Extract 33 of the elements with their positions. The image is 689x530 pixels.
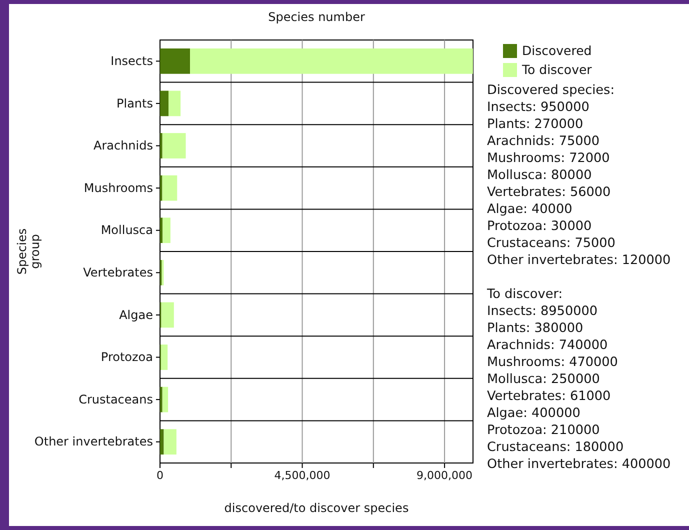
text: Discovered species: Insects: 950000 Plants: 270000 Arachnids: 75000 Mushrooms: 72000 Mollusca: 80000 Vertebrates: 56000 Algae: 40000 Protozoa: 30000 Crustaceans: 75000 Other invertebrates: 120000 <box>487 83 671 268</box>
bar <box>162 218 170 244</box>
x-tick-label: 4,500,000 <box>274 468 330 482</box>
legend-label: Discovered <box>522 43 592 58</box>
bar <box>162 386 168 412</box>
y-tick-label: Plants <box>116 96 153 110</box>
legend-label: To discover <box>521 62 593 77</box>
bar <box>190 48 473 74</box>
y-tick-label: Arachnids <box>93 138 153 153</box>
bar <box>162 175 178 201</box>
y-tick-label: Vertebrates <box>83 265 153 280</box>
x-tick-label: 0 <box>156 468 164 482</box>
y-tick-label: Mollusca <box>100 223 153 238</box>
x-axis-title: discovered/to discover species <box>224 501 409 515</box>
bar <box>164 429 176 455</box>
y-tick-label: Crustaceans <box>78 392 153 406</box>
y-tick-label: Other invertebrates <box>34 434 153 449</box>
bar <box>168 90 181 116</box>
bar <box>160 48 190 74</box>
y-tick-label: Protozoa <box>100 350 153 364</box>
x-tick-label: 9,000,000 <box>416 468 473 482</box>
y-tick-label: Insects <box>110 54 153 68</box>
bar <box>160 429 164 455</box>
bar <box>162 133 186 158</box>
text: To discover: Insects: 8950000 Plants: 380000 Arachnids: 740000 Mushrooms: 470000 Mollusca: 250000 Vertebrates: 61000 Algae: 400000 Protozoa: 210000 Crustaceans: 180000 Other invertebrates: 400000 <box>487 287 671 472</box>
y-tick-label: Mushrooms <box>84 180 153 195</box>
y-axis-title: Species group <box>15 228 42 275</box>
bar <box>161 302 174 328</box>
bar <box>160 218 163 244</box>
bar <box>160 344 168 370</box>
y-tick-label: Algae <box>119 308 153 322</box>
bar <box>160 90 169 116</box>
chart-title: Species number <box>268 10 365 24</box>
